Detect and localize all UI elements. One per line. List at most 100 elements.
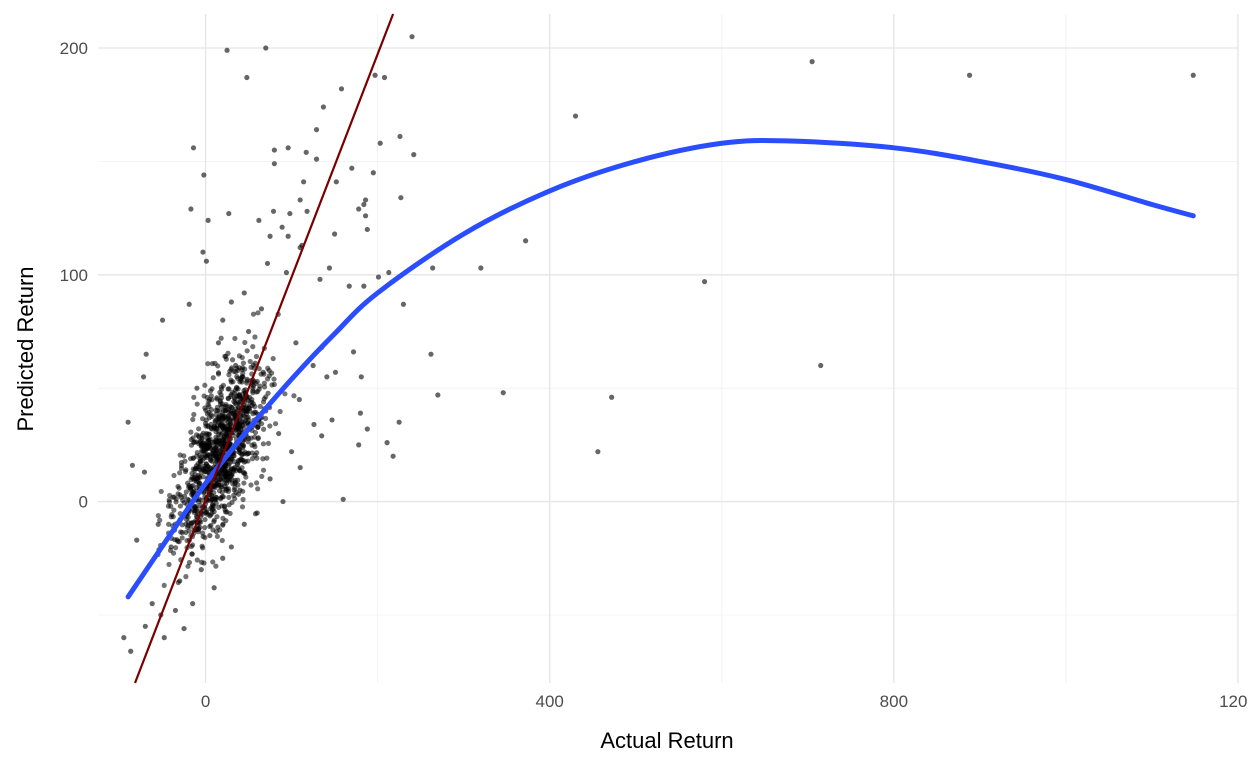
data-point <box>128 648 134 654</box>
data-point <box>226 210 232 217</box>
data-point <box>362 213 369 219</box>
data-point <box>241 480 247 486</box>
data-point <box>240 442 247 448</box>
data-point <box>222 462 228 468</box>
data-point <box>313 127 320 133</box>
data-point <box>216 439 223 445</box>
data-point <box>134 537 140 543</box>
data-point <box>255 423 261 429</box>
data-point <box>304 208 310 214</box>
data-point <box>375 274 382 280</box>
data-point <box>285 233 291 239</box>
data-point <box>199 436 205 442</box>
data-point <box>303 149 309 155</box>
data-point <box>183 489 189 495</box>
data-point <box>192 465 199 471</box>
data-point <box>242 408 248 414</box>
data-point <box>183 529 189 536</box>
data-point <box>237 447 243 453</box>
data-point <box>311 421 317 428</box>
data-point <box>237 399 243 405</box>
data-point <box>396 419 402 425</box>
data-point <box>197 456 203 462</box>
data-point <box>202 516 208 523</box>
data-point <box>202 524 208 531</box>
data-point <box>170 494 176 500</box>
data-point <box>241 470 247 476</box>
data-point <box>207 436 213 442</box>
data-point <box>362 197 369 203</box>
data-point <box>256 217 262 223</box>
data-point <box>222 353 228 359</box>
data-point <box>224 47 230 53</box>
data-point <box>175 483 181 490</box>
data-point <box>261 384 268 390</box>
x-tick-label: 400 <box>536 692 564 711</box>
data-point <box>201 172 207 178</box>
data-point <box>186 559 193 566</box>
data-point <box>211 517 217 523</box>
data-point <box>229 357 236 363</box>
data-point <box>188 206 194 212</box>
data-point <box>264 260 271 267</box>
data-point <box>356 206 362 212</box>
data-point <box>208 393 214 399</box>
data-point <box>203 407 209 413</box>
data-point <box>208 522 214 529</box>
data-point <box>217 472 224 478</box>
y-axis-title: Predicted Return <box>13 266 38 431</box>
data-point <box>204 432 210 438</box>
data-point <box>364 426 370 432</box>
data-point <box>220 382 226 388</box>
data-point <box>222 473 228 479</box>
data-point <box>356 442 362 448</box>
data-point <box>349 165 355 171</box>
data-point <box>213 563 219 569</box>
data-point <box>129 462 136 468</box>
data-point <box>227 422 233 428</box>
data-point <box>189 551 195 557</box>
grid-lines <box>98 14 1239 683</box>
x-tick-label: 800 <box>880 692 908 711</box>
data-point <box>258 306 265 312</box>
data-point <box>238 457 244 463</box>
data-point <box>193 439 199 445</box>
data-point <box>187 456 194 462</box>
data-point <box>199 543 205 549</box>
data-point <box>229 477 235 483</box>
data-point <box>301 179 307 185</box>
data-point <box>223 401 229 408</box>
data-point <box>198 559 205 565</box>
data-point <box>358 374 364 380</box>
data-point <box>245 328 252 335</box>
data-point <box>202 382 208 388</box>
data-point <box>523 238 529 244</box>
data-point <box>400 301 407 307</box>
data-point <box>258 371 264 377</box>
data-point <box>210 527 216 533</box>
data-point <box>197 452 203 458</box>
data-point <box>333 179 339 185</box>
data-point <box>252 334 258 340</box>
data-point <box>157 517 163 523</box>
data-point <box>204 509 210 515</box>
data-point <box>264 455 270 461</box>
data-point <box>234 373 240 380</box>
data-point <box>177 503 183 509</box>
data-point <box>177 470 183 476</box>
data-point <box>329 417 335 423</box>
data-point <box>178 462 185 469</box>
data-point <box>215 370 222 376</box>
data-point <box>225 488 231 494</box>
data-point <box>238 424 244 430</box>
x-tick-label: 0 <box>201 692 210 711</box>
data-point <box>226 494 232 500</box>
y-tick-label: 0 <box>79 493 88 512</box>
data-point <box>221 466 227 472</box>
data-point <box>267 233 273 239</box>
data-point <box>260 456 266 462</box>
data-point <box>196 480 203 487</box>
data-point <box>253 353 260 360</box>
data-point <box>228 299 234 305</box>
